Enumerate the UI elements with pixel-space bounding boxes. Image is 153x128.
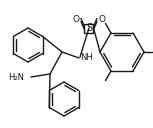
- Text: NH: NH: [80, 54, 93, 62]
- Text: S: S: [86, 23, 92, 33]
- Text: O: O: [99, 15, 106, 24]
- Text: H₂N: H₂N: [8, 73, 24, 83]
- Text: O: O: [73, 15, 80, 24]
